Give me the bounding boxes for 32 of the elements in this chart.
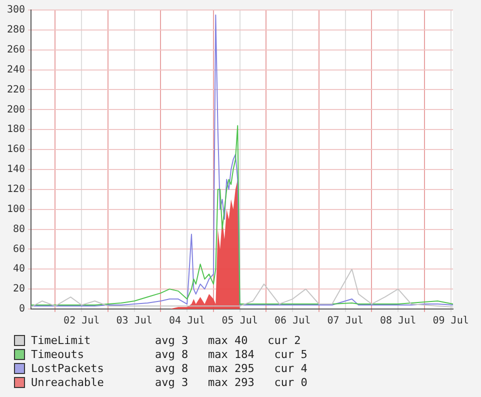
y-tick-label: 120 — [7, 184, 26, 195]
legend-label: Unreachable — [31, 376, 105, 388]
y-tick-label: 280 — [7, 24, 26, 36]
y-tick-label: 260 — [7, 44, 26, 56]
x-tick-label: 07 Jul — [327, 316, 364, 327]
x-tick-label: 09 Jul — [432, 316, 469, 327]
y-tick-label: 140 — [7, 164, 26, 176]
y-tick-label: 40 — [13, 264, 26, 275]
x-tick-label: 06 Jul — [274, 316, 311, 327]
y-tick-label: 0 — [19, 304, 26, 315]
text: avg 3 max 40 cur 2 — [155, 334, 301, 346]
y-tick-label: 60 — [13, 244, 26, 255]
x-tick-label: 02 Jul — [64, 316, 100, 327]
y-tick-label: 100 — [7, 204, 26, 215]
y-tick-label: 160 — [7, 144, 26, 156]
x-tick-label: 05 Jul — [222, 316, 258, 327]
y-tick-label: 300 — [7, 4, 26, 16]
text: avg 8 max 184 cur 5 — [155, 348, 308, 360]
x-tick-label: 04 Jul — [169, 316, 206, 327]
y-tick-label: 20 — [13, 284, 26, 295]
y-tick-label: 80 — [13, 224, 26, 235]
text: avg 8 max 295 cur 4 — [155, 362, 308, 374]
y-tick-label: 180 — [7, 124, 26, 136]
x-tick-label: 08 Jul — [380, 316, 416, 327]
x-tick-label: 03 Jul — [116, 316, 152, 327]
y-tick-label: 240 — [7, 64, 26, 76]
legend-label: TimeLimit — [31, 334, 92, 346]
legend-label: LostPackets — [31, 362, 105, 374]
text: avg 3 max 293 cur 0 — [155, 376, 308, 388]
y-tick-label: 220 — [7, 84, 26, 96]
y-tick-label: 200 — [7, 104, 26, 116]
legend-label: Timeouts — [31, 348, 85, 360]
